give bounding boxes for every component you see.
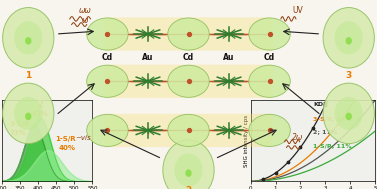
Ellipse shape — [335, 97, 363, 130]
Y-axis label: SHG intensity / cps: SHG intensity / cps — [244, 115, 249, 167]
Ellipse shape — [249, 114, 290, 146]
FancyBboxPatch shape — [104, 17, 273, 51]
Text: Cd: Cd — [183, 53, 194, 62]
Text: UV: UV — [293, 6, 303, 15]
Point — [285, 161, 291, 164]
Ellipse shape — [87, 18, 128, 50]
Text: 2: 2 — [37, 100, 43, 109]
Text: 3-S/R: 3-S/R — [9, 121, 30, 127]
FancyBboxPatch shape — [104, 65, 273, 98]
Point — [273, 171, 279, 174]
Ellipse shape — [14, 21, 42, 54]
Text: 73%: 73% — [9, 130, 26, 136]
Text: 1-S/R; 11%: 1-S/R; 11% — [313, 143, 351, 148]
Ellipse shape — [323, 83, 374, 144]
Text: 1: 1 — [25, 71, 31, 80]
Ellipse shape — [87, 114, 128, 146]
Text: KDP: KDP — [313, 102, 328, 107]
Ellipse shape — [25, 113, 31, 120]
Point — [310, 127, 316, 130]
Ellipse shape — [345, 37, 352, 45]
Ellipse shape — [168, 18, 209, 50]
FancyBboxPatch shape — [104, 114, 273, 147]
Point — [297, 146, 303, 149]
Text: Au: Au — [223, 53, 235, 62]
Ellipse shape — [185, 169, 192, 177]
Text: 1-S/R: 1-S/R — [55, 136, 76, 142]
Ellipse shape — [345, 113, 352, 120]
Point — [322, 103, 328, 106]
Text: ωω
ω: ωω ω — [78, 6, 91, 25]
Ellipse shape — [168, 114, 209, 146]
Point — [260, 178, 266, 181]
Text: Au: Au — [142, 53, 154, 62]
Text: Cd: Cd — [264, 53, 275, 62]
Text: 2ω: 2ω — [292, 133, 303, 143]
Ellipse shape — [3, 8, 54, 68]
Ellipse shape — [168, 65, 209, 97]
Text: 40%: 40% — [59, 145, 76, 151]
Ellipse shape — [249, 18, 290, 50]
Text: 83%: 83% — [31, 112, 48, 117]
Ellipse shape — [14, 97, 42, 130]
Ellipse shape — [249, 65, 290, 97]
Text: 2: 2 — [185, 186, 192, 189]
Text: 3-S/R; 24%: 3-S/R; 24% — [313, 116, 351, 121]
Ellipse shape — [25, 37, 31, 45]
Ellipse shape — [3, 83, 54, 144]
Text: 3: 3 — [346, 71, 352, 80]
Text: ~vis: ~vis — [75, 135, 91, 141]
Text: Cd: Cd — [102, 53, 113, 62]
Ellipse shape — [323, 8, 374, 68]
Ellipse shape — [335, 21, 363, 54]
Ellipse shape — [87, 65, 128, 97]
Ellipse shape — [175, 153, 202, 187]
Ellipse shape — [163, 140, 214, 189]
Text: 2; 17%: 2; 17% — [313, 129, 337, 134]
